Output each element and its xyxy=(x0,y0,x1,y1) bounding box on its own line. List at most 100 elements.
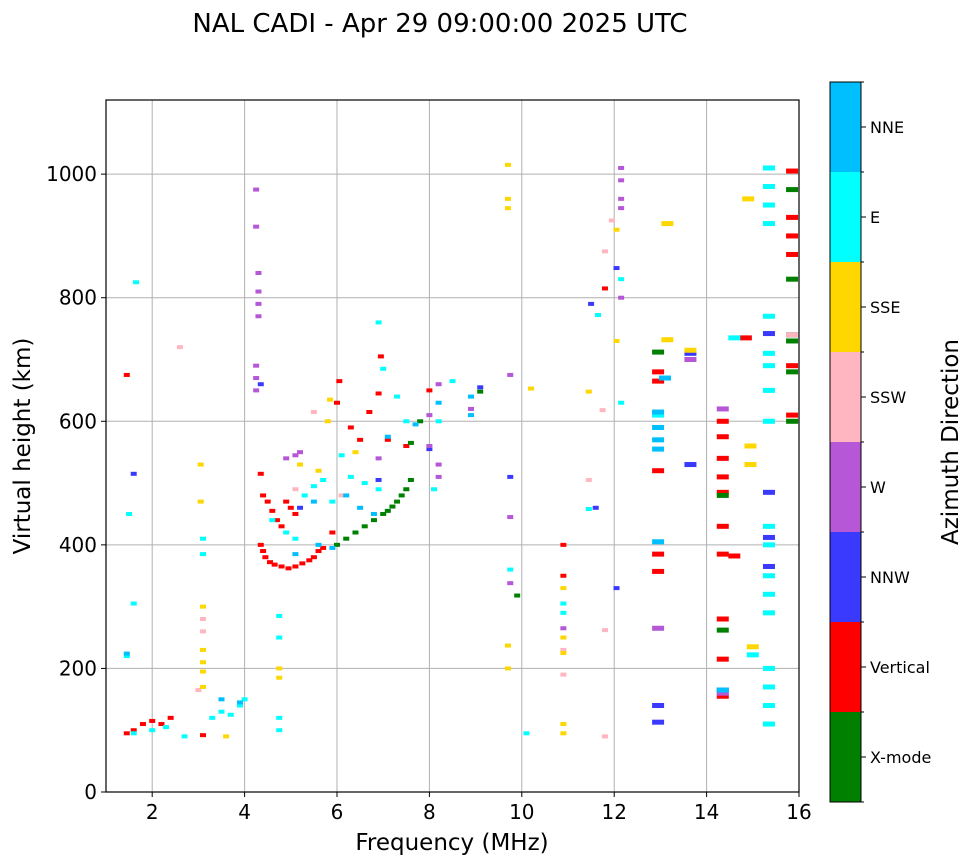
data-point-nnw xyxy=(297,505,304,510)
data-point-e xyxy=(276,715,283,720)
data-point-sse xyxy=(197,499,204,504)
x-tick-label: 6 xyxy=(331,800,344,824)
data-point-vertical xyxy=(716,489,729,495)
data-point-sse xyxy=(200,669,207,674)
data-point-e xyxy=(236,703,243,708)
data-point-ssw xyxy=(599,408,606,413)
data-point-vertical xyxy=(273,518,280,523)
data-point-vertical xyxy=(377,354,384,359)
chart-title: NAL CADI - Apr 29 09:00:00 2025 UTC xyxy=(192,9,687,39)
y-tick-label: 200 xyxy=(59,656,97,680)
data-point-nnw xyxy=(652,703,665,708)
data-point-sse xyxy=(324,419,331,424)
data-point-w xyxy=(253,187,260,192)
data-point-x-mode xyxy=(380,511,387,516)
data-point-e xyxy=(762,610,775,616)
data-point-e xyxy=(523,731,530,736)
data-point-e xyxy=(347,474,354,479)
data-point-sse xyxy=(276,666,283,671)
data-point-nne xyxy=(435,400,442,405)
data-point-e xyxy=(320,477,327,482)
data-point-sse xyxy=(742,196,755,202)
colorbar-frame xyxy=(829,81,862,803)
data-point-x-mode xyxy=(477,389,484,394)
data-point-e xyxy=(762,665,775,671)
data-point-x-mode xyxy=(786,276,799,282)
colorbar-swatch-sse xyxy=(830,262,861,352)
data-point-vertical xyxy=(334,400,340,405)
data-point-w xyxy=(435,462,442,467)
data-point-e xyxy=(762,165,775,171)
data-point-e xyxy=(227,712,234,717)
data-point-e xyxy=(762,721,775,727)
data-point-ssw xyxy=(786,332,799,338)
data-point-e xyxy=(762,313,775,319)
data-point-w xyxy=(684,357,697,362)
data-point-x-mode xyxy=(514,593,521,598)
data-point-e xyxy=(762,703,775,708)
y-axis-ticks: 0 200 400 600 800 1000 xyxy=(46,162,106,804)
data-point-sse xyxy=(684,347,697,353)
data-point-e xyxy=(276,613,283,618)
data-point-sse xyxy=(504,206,511,211)
data-point-vertical xyxy=(158,722,165,727)
data-point-ssw xyxy=(585,477,592,482)
x-tick-label: 14 xyxy=(694,800,719,824)
data-point-e xyxy=(560,610,567,615)
data-point-w xyxy=(426,413,433,418)
data-point-e xyxy=(762,184,775,189)
colorbar-label: Azimuth Direction xyxy=(938,339,964,545)
data-point-w xyxy=(255,301,262,306)
data-point-ssw xyxy=(310,410,317,415)
data-point-vertical xyxy=(262,555,269,560)
data-point-e xyxy=(762,542,775,548)
data-point-vertical xyxy=(264,499,271,504)
data-point-sse xyxy=(352,450,359,455)
data-point-vertical xyxy=(260,493,267,498)
data-point-x-mode xyxy=(343,536,350,541)
data-point-x-mode xyxy=(786,338,799,344)
data-point-e xyxy=(375,487,382,492)
y-tick-label: 800 xyxy=(59,286,97,310)
data-point-e xyxy=(762,363,775,369)
data-point-w xyxy=(253,376,260,381)
grid-lines xyxy=(106,100,800,793)
data-point-ssw xyxy=(195,688,202,693)
data-point-e xyxy=(762,202,775,208)
data-point-vertical xyxy=(716,455,729,461)
data-point-w xyxy=(253,363,260,368)
data-point-nne xyxy=(310,499,317,504)
data-point-nnw xyxy=(684,350,697,356)
data-point-w xyxy=(292,453,299,458)
data-points xyxy=(123,162,799,739)
data-point-vertical xyxy=(320,545,327,550)
x-tick-label: 12 xyxy=(601,800,626,824)
data-point-vertical xyxy=(269,508,276,513)
data-point-vertical xyxy=(285,566,292,571)
data-point-vertical xyxy=(257,542,264,547)
data-point-e xyxy=(163,725,170,730)
data-point-e xyxy=(746,652,759,658)
colorbar-swatch-vertical xyxy=(830,622,861,712)
data-point-e xyxy=(292,536,299,541)
data-point-sse xyxy=(200,604,207,609)
data-point-e xyxy=(149,728,156,733)
data-point-w xyxy=(283,456,290,461)
data-point-vertical xyxy=(357,437,364,442)
data-point-e xyxy=(449,379,456,384)
data-point-nne xyxy=(716,687,729,693)
data-point-sse xyxy=(661,337,674,343)
data-point-ssw xyxy=(601,734,608,739)
data-point-ssw xyxy=(200,629,207,634)
data-point-e xyxy=(200,536,207,541)
x-tick-label: 16 xyxy=(786,800,811,824)
data-point-vertical xyxy=(786,214,799,220)
data-point-e xyxy=(338,453,345,458)
data-point-x-mode xyxy=(398,493,405,498)
data-point-vertical xyxy=(167,715,174,720)
data-point-ssw xyxy=(292,487,299,492)
data-point-sse xyxy=(200,647,207,652)
data-point-e xyxy=(435,419,442,424)
data-point-sse xyxy=(223,734,230,739)
